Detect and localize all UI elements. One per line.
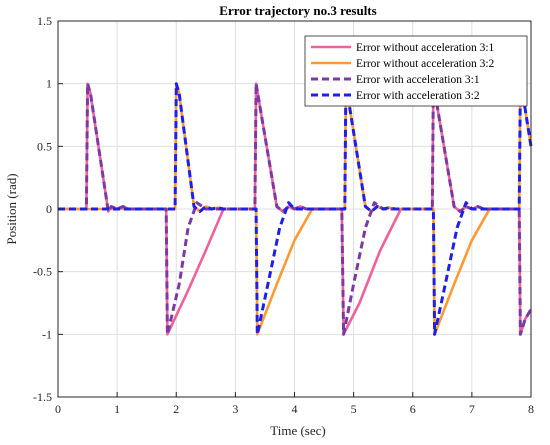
legend-label: Error without acceleration 3:1 [356,42,495,54]
series-line-4 [58,82,533,336]
x-tick-label: 2 [173,402,179,416]
x-axis-label: Time (sec) [270,423,326,438]
x-axis-ticks: 0 1 2 3 4 5 6 7 8 [55,392,534,416]
y-tick-label: 0 [46,202,52,216]
legend-label: Error with acceleration 3:2 [356,90,480,102]
legend-label: Error with acceleration 3:1 [356,74,480,86]
y-tick-label: 0.5 [37,139,52,153]
y-tick-label: -1 [42,327,52,341]
x-tick-label: 7 [469,402,475,416]
y-tick-label: 1.5 [37,14,52,28]
y-axis-ticks: -1.5 -1 -0.5 0 0.5 1 1.5 [33,14,63,404]
y-axis-label: Position (rad) [4,173,19,244]
x-tick-label: 1 [114,402,120,416]
chart-title: Error trajectory no.3 results [219,3,376,18]
x-tick-label: 3 [232,402,238,416]
x-tick-label: 0 [55,402,61,416]
x-tick-label: 6 [410,402,416,416]
series-lines [58,82,533,336]
y-tick-label: -1.5 [33,390,52,404]
legend-label: Error without acceleration 3:2 [356,58,495,70]
series-line-3 [58,82,533,336]
legend: Error without acceleration 3:1 Error with… [304,35,528,107]
y-tick-label: -0.5 [33,265,52,279]
x-tick-label: 8 [528,402,534,416]
x-tick-label: 5 [351,402,357,416]
x-tick-label: 4 [292,402,298,416]
y-tick-label: 1 [46,77,52,91]
